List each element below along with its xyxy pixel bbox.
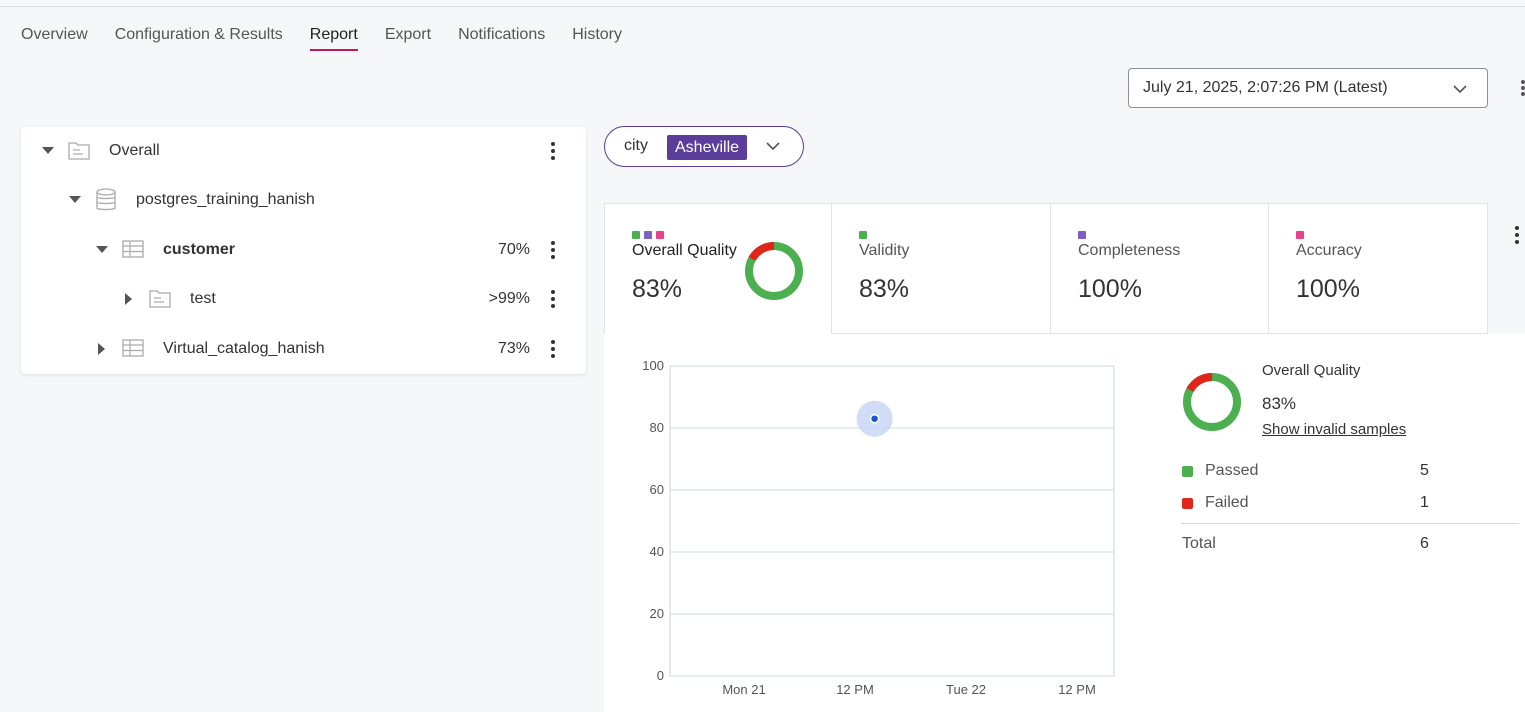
tree-node-test[interactable]: test >99% [21,284,586,314]
legend-value: 6 [1420,535,1429,552]
caret-right-icon[interactable] [122,292,136,306]
top-divider [0,6,1525,7]
more-options-icon[interactable] [546,139,560,163]
tab-configuration-results[interactable]: Configuration & Results [114,26,283,43]
tree-node-score: >99% [488,290,530,307]
run-date-value: July 21, 2025, 2:07:26 PM (Latest) [1143,79,1388,96]
legend-value: 5 [1420,462,1429,479]
card-title: Overall Quality [632,242,737,259]
tree-node-label: customer [163,241,236,258]
tab-bar: Overview Configuration & Results Report … [21,26,622,51]
table-icon [122,240,144,262]
caret-down-icon[interactable] [41,144,55,158]
table-icon [122,339,144,361]
show-invalid-samples-link[interactable]: Show invalid samples [1262,421,1407,438]
completeness-marker [644,231,652,239]
y-tick-label: 60 [650,482,664,497]
page-more-icon[interactable] [1518,78,1525,98]
y-tick-label: 20 [650,606,664,621]
asset-tree: Overall postgres_training_hanish custome… [21,127,586,374]
legend-value: 1 [1420,494,1429,511]
failed-swatch [1182,498,1193,509]
tree-node-postgres[interactable]: postgres_training_hanish [21,185,586,215]
filter-key: city [624,137,648,154]
quality-cards: Overall Quality 83% Validity 83% Complet… [604,203,1525,334]
legend-label: Failed [1205,494,1249,511]
tree-node-score: 73% [497,340,530,357]
plot-area [669,365,1115,677]
x-tick-label: 12 PM [1058,682,1096,697]
filter-value-chip: Asheville [667,135,748,160]
quality-trend-chart: 0 20 40 60 80 100 Mon 21 12 PM Tue 22 12 PM [642,358,1115,697]
card-value: 100% [1078,275,1142,303]
tab-overview[interactable]: Overview [21,26,88,43]
card-overall-quality[interactable]: Overall Quality 83% [604,203,832,334]
tree-node-score: 70% [497,241,530,258]
card-completeness[interactable]: Completeness 100% [1050,203,1269,334]
tree-node-overall[interactable]: Overall [21,136,586,166]
summary-percent: 83% [1262,394,1297,413]
dimension-markers [632,231,664,239]
x-tick-label: Mon 21 [722,682,765,697]
card-title: Validity [859,242,910,259]
legend-total: Total 6 [1181,533,1521,557]
chevron-down-icon[interactable] [763,138,783,154]
y-tick-label: 80 [650,420,664,435]
tree-node-label: Overall [109,142,160,159]
legend-label: Passed [1205,462,1259,479]
tree-node-customer[interactable]: customer 70% [21,235,586,265]
tab-export[interactable]: Export [384,26,432,43]
caret-down-icon[interactable] [68,193,82,207]
tab-report[interactable]: Report [309,26,358,51]
tree-node-label: Virtual_catalog_hanish [163,340,325,357]
accuracy-marker [1296,231,1304,239]
card-value: 83% [632,275,683,303]
x-tick-label: 12 PM [836,682,874,697]
database-icon [95,188,117,211]
run-date-select[interactable]: July 21, 2025, 2:07:26 PM (Latest) [1128,68,1488,108]
validity-marker [859,231,867,239]
folder-icon [68,140,90,162]
more-options-icon[interactable] [546,337,560,361]
summary-title: Overall Quality [1262,362,1361,379]
caret-down-icon[interactable] [95,243,109,257]
tab-history[interactable]: History [572,26,622,43]
card-validity[interactable]: Validity 83% [831,203,1051,334]
legend-passed: Passed 5 [1181,460,1521,484]
tree-node-label: postgres_training_hanish [136,191,315,208]
y-tick-label: 40 [650,544,664,559]
legend-divider [1181,523,1519,524]
card-value: 100% [1296,275,1360,303]
y-tick-label: 0 [657,668,664,683]
x-tick-label: Tue 22 [946,682,986,697]
passed-swatch [1182,466,1193,477]
validity-marker [632,231,640,239]
summary-donut [1183,373,1241,431]
tree-node-label: test [190,290,216,307]
card-title: Accuracy [1296,242,1362,259]
card-value: 83% [859,275,910,303]
tree-node-virtual-catalog[interactable]: Virtual_catalog_hanish 73% [21,334,586,364]
card-title: Completeness [1078,242,1181,259]
chevron-down-icon [1453,85,1467,94]
legend-label: Total [1182,535,1216,552]
tab-notifications[interactable]: Notifications [458,26,546,43]
legend-failed: Failed 1 [1181,492,1521,516]
overall-quality-donut [745,242,803,300]
data-point[interactable] [869,413,880,424]
y-tick-label: 100 [642,358,664,373]
caret-right-icon[interactable] [95,342,109,356]
card-accuracy[interactable]: Accuracy 100% [1268,203,1488,334]
more-options-icon[interactable] [1510,223,1524,247]
completeness-marker [1078,231,1086,239]
folder-icon [149,288,171,310]
more-options-icon[interactable] [546,287,560,311]
more-options-icon[interactable] [546,238,560,262]
accuracy-marker [656,231,664,239]
